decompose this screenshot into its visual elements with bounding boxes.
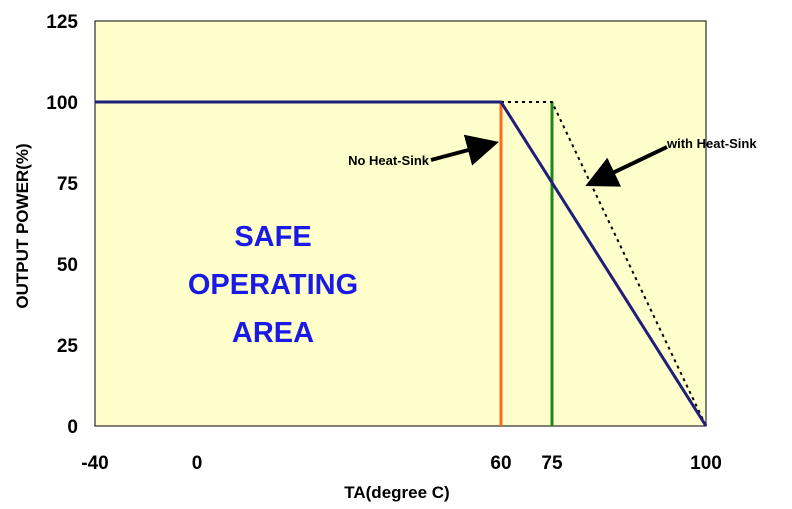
x-tick-label: -40 (81, 453, 108, 474)
x-tick-label: 100 (690, 453, 722, 474)
area-label-line: OPERATING (188, 269, 358, 301)
annotations: No Heat-Sink with Heat-Sink (348, 134, 757, 187)
y-tick-label: 100 (46, 93, 78, 114)
with-heat-sink-curve (501, 101, 707, 427)
x-tick-label: 75 (541, 453, 563, 474)
x-tick-label: 60 (490, 453, 511, 474)
y-axis-title: OUTPUT POWER(%) (13, 143, 32, 308)
y-tick-label: 50 (57, 255, 78, 276)
x-axis-ticks: -40 0 60 75 100 (81, 453, 722, 474)
no-heat-sink-arrow (430, 134, 499, 166)
y-axis-ticks: 125 100 75 50 25 0 (46, 12, 78, 438)
y-tick-label: 0 (67, 417, 78, 438)
area-label-line: SAFE (234, 221, 311, 253)
plot-area (94, 20, 707, 427)
with-heat-sink-label: with Heat-Sink (666, 136, 757, 151)
vertical-markers (499, 102, 554, 426)
safe-operating-area-label: SAFE OPERATING AREA (188, 221, 358, 349)
with-heat-sink-arrow (585, 145, 668, 187)
area-label-line: AREA (232, 317, 314, 349)
no-heat-sink-curve (95, 100, 708, 427)
no-heat-sink-label: No Heat-Sink (348, 153, 430, 168)
x-tick-label: 0 (192, 453, 203, 474)
y-tick-label: 75 (57, 174, 79, 195)
x-axis-title: TA(degree C) (344, 483, 449, 502)
series-lines (95, 100, 708, 427)
y-tick-label: 25 (57, 336, 79, 357)
y-tick-label: 125 (46, 12, 78, 33)
